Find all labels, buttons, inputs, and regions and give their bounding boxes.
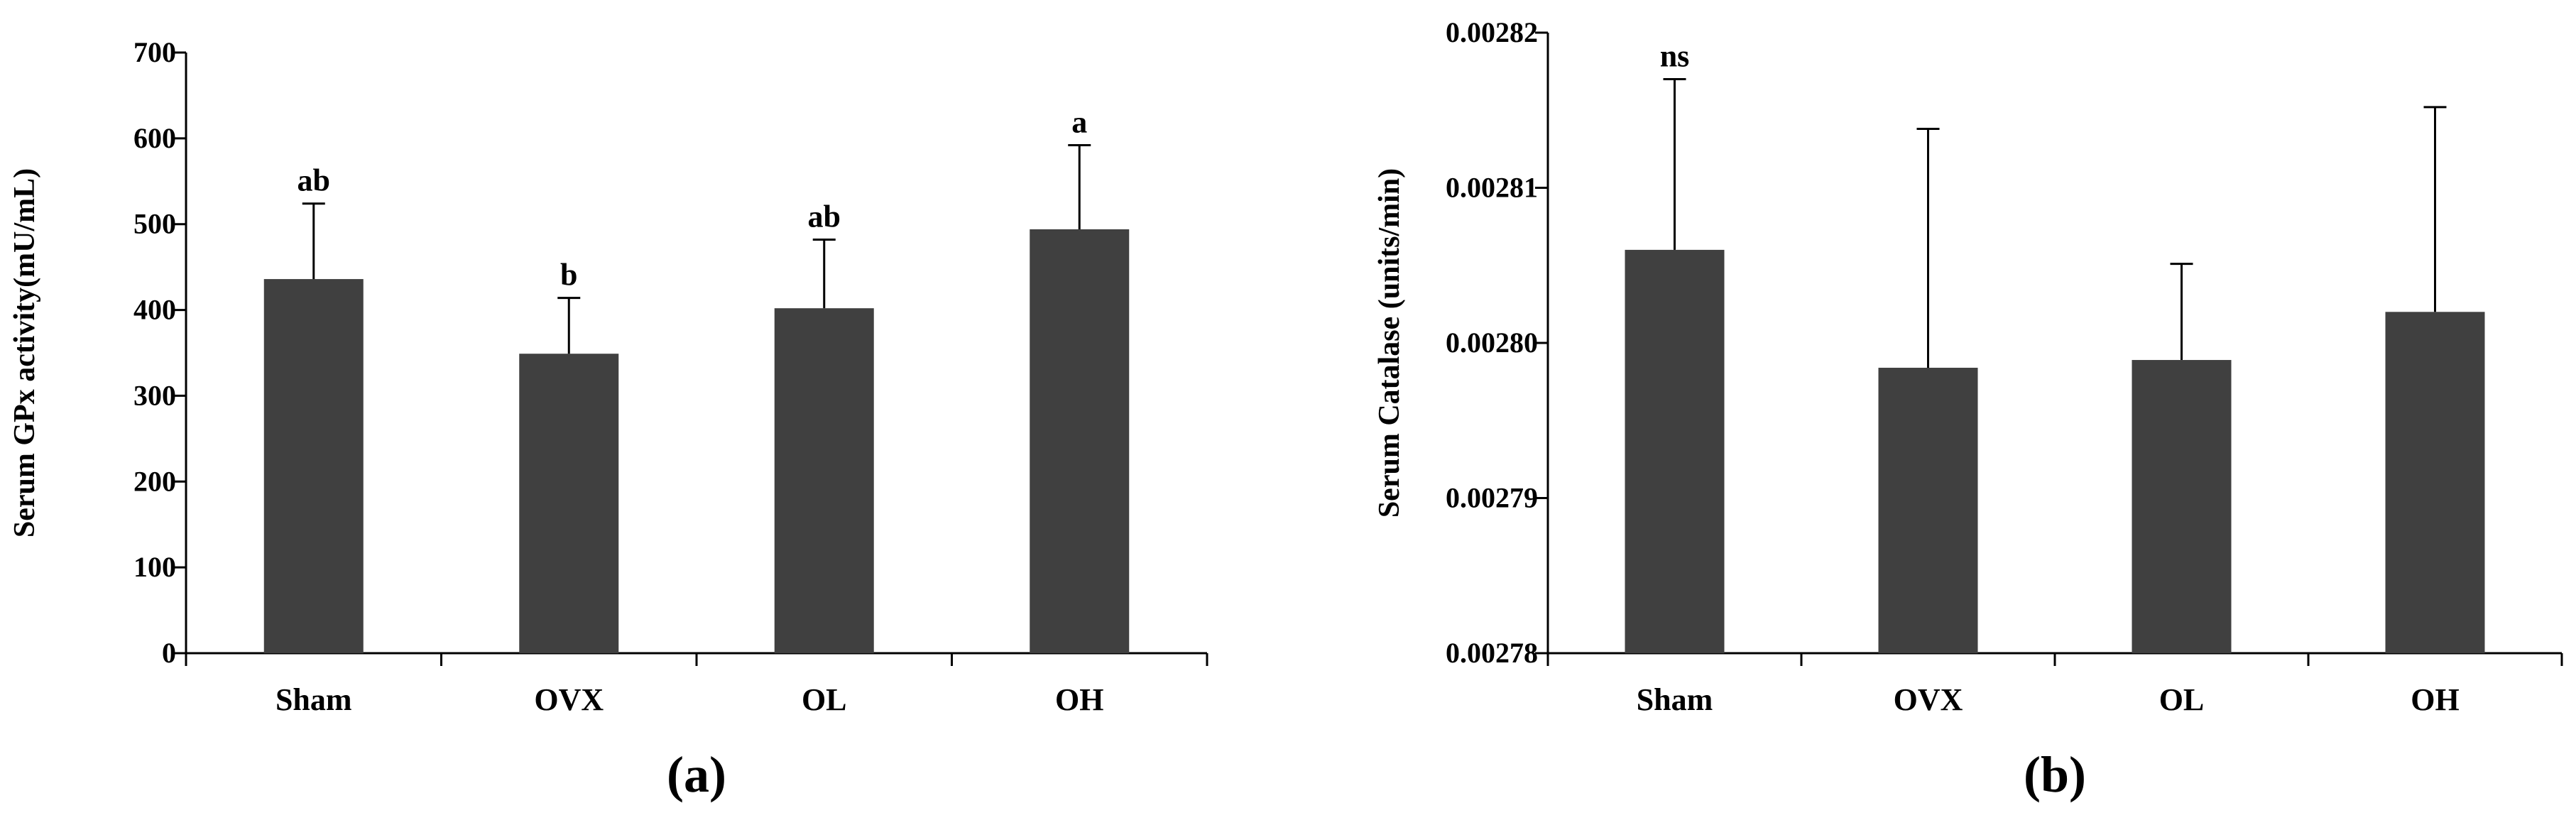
y-axis-label: Serum Catalase (units/min)	[1373, 168, 1406, 518]
significance-label: b	[560, 258, 577, 293]
x-tick-label: OL	[802, 682, 847, 717]
bar-sham	[1625, 249, 1725, 653]
y-tick-label: 200	[133, 465, 176, 497]
bar-oh	[2385, 312, 2485, 653]
bar-ovx	[519, 354, 619, 653]
y-axis-label: Serum GPx activity(mU/mL)	[9, 168, 41, 537]
y-tick-label: 0.00282	[1446, 16, 1538, 48]
y-tick-label: 400	[133, 294, 176, 326]
y-tick-label: 0	[162, 637, 176, 669]
bar-ol	[2132, 360, 2232, 653]
x-tick-label: OH	[2411, 682, 2459, 717]
y-tick-label: 500	[133, 208, 176, 240]
x-tick-label: OL	[2159, 682, 2205, 717]
significance-label: ab	[298, 163, 330, 198]
significance-label: ns	[1660, 39, 1690, 74]
x-tick-label: OH	[1055, 682, 1103, 717]
x-tick-label: OVX	[1894, 682, 1963, 717]
chart-panel-b: 0.00278 0.00279 0.00280 0.00281 0.00282 ns Sha…	[1373, 16, 2563, 803]
y-tick-label: 0.00280	[1446, 327, 1538, 359]
y-tick-label: 0.00278	[1446, 637, 1538, 669]
y-tick-label: 100	[133, 551, 176, 583]
bar-ovx	[1878, 367, 1978, 653]
y-tick-label: 700	[133, 36, 176, 68]
x-tick-label: Sham	[1637, 682, 1713, 717]
panel-label: (b)	[2024, 746, 2086, 803]
significance-label: a	[1071, 105, 1087, 140]
bar-oh	[1030, 229, 1130, 654]
panel-label: (a)	[667, 746, 726, 803]
x-tick-label: Sham	[275, 682, 352, 717]
chart-panel-a: 0 100 200 300 400 500 600 700 ab Sham b OVX ab OL a OH S…	[9, 36, 1208, 803]
significance-label: ab	[808, 199, 841, 234]
x-tick-label: OVX	[534, 682, 604, 717]
bar-ol	[774, 308, 874, 653]
y-tick-label: 0.00279	[1446, 482, 1538, 514]
y-tick-label: 600	[133, 122, 176, 154]
bar-sham	[263, 279, 364, 653]
y-tick-label: 300	[133, 379, 176, 411]
y-tick-label: 0.00281	[1446, 172, 1538, 204]
